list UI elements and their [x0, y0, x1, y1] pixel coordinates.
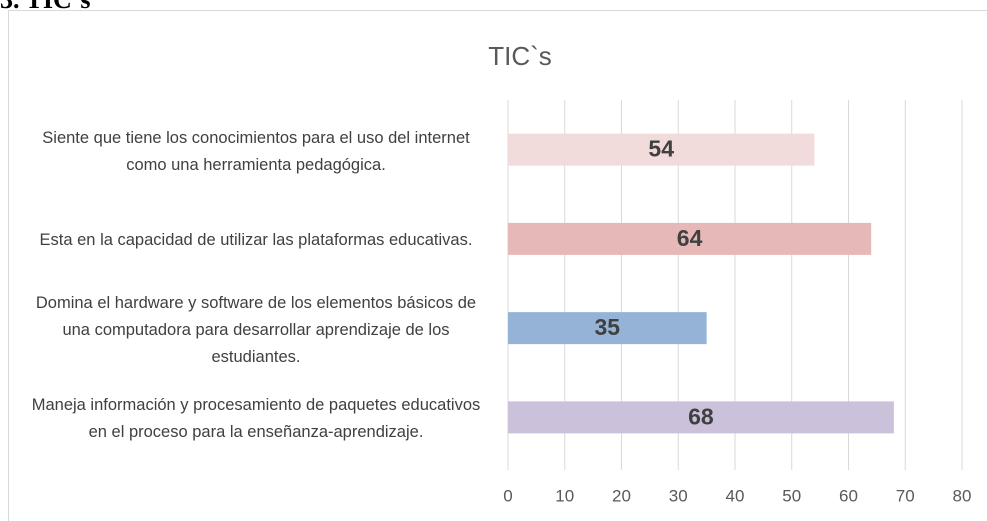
bar: [508, 401, 894, 434]
x-tick-label: 20: [612, 486, 631, 505]
data-label: 68: [688, 403, 714, 429]
bar: [508, 312, 707, 345]
y-tick-label: Siente que tiene los conocimientos para …: [42, 128, 470, 174]
y-tick-label: Esta en la capacidad de utilizar las pla…: [39, 231, 473, 250]
x-tick-label: 0: [503, 486, 512, 505]
x-tick-label: 70: [896, 486, 915, 505]
bar: [508, 222, 872, 255]
data-label: 35: [595, 314, 621, 340]
x-tick-label: 10: [555, 486, 574, 505]
bar: [508, 133, 815, 166]
x-tick-label: 50: [782, 486, 801, 505]
y-tick-label: Maneja información y procesamiento de pa…: [31, 396, 481, 442]
data-label: 54: [648, 136, 674, 162]
chart-title: TIC`s: [488, 41, 552, 71]
chart-frame: [8, 10, 987, 521]
caption: 3. TIC`s: [0, 0, 91, 14]
x-tick-label: 30: [669, 486, 688, 505]
x-tick-label: 40: [726, 486, 745, 505]
x-tick-label: 80: [953, 486, 972, 505]
y-tick-label: Domina el hardware y software de los ele…: [35, 293, 477, 366]
x-tick-label: 60: [839, 486, 858, 505]
data-label: 64: [677, 225, 703, 251]
